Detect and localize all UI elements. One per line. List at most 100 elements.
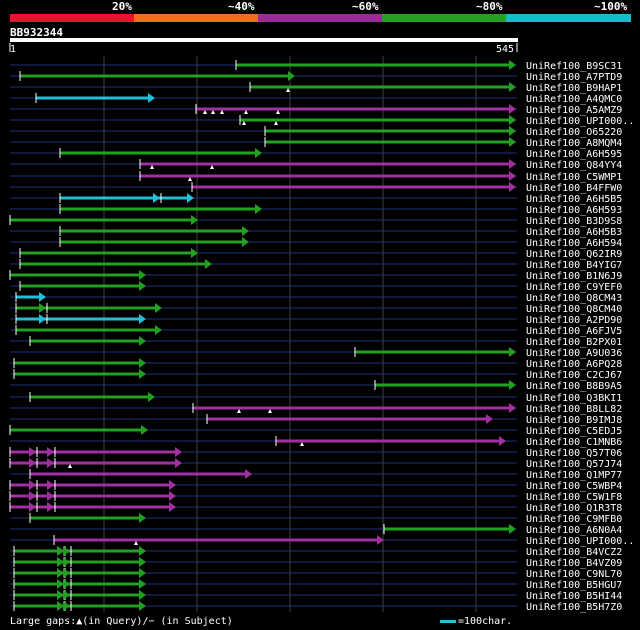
hit-label-1[interactable]: UniRef100_B9SC31 [526, 61, 622, 72]
hit-label-20[interactable]: UniRef100_B1N6J9 [526, 271, 622, 282]
hit-arrow-31 [148, 392, 155, 402]
hit-label-41[interactable]: UniRef100_Q1R3T8 [526, 503, 622, 514]
gap-marker-32-2 [268, 409, 272, 413]
hit-label-40[interactable]: UniRef100_C5W1F8 [526, 492, 622, 503]
hit-seg-arrow-37-1 [29, 458, 36, 468]
gap-marker-5-2 [211, 110, 215, 114]
gap-marker-3-1 [286, 88, 290, 92]
hit-arrow-32 [509, 403, 516, 413]
hit-label-32[interactable]: UniRef100_B8LL82 [526, 404, 622, 415]
hit-seg-arrow-39-2 [47, 480, 54, 490]
hit-arrow-41 [169, 502, 176, 512]
query-end: 545 [496, 44, 515, 55]
hit-label-31[interactable]: UniRef100_Q3BKI1 [526, 393, 622, 404]
hit-label-8[interactable]: UniRef100_A8MQM4 [526, 138, 622, 149]
hit-arrow-43 [509, 524, 516, 534]
hit-arrow-29 [139, 369, 146, 379]
hit-arrow-22 [39, 292, 46, 302]
hit-label-2[interactable]: UniRef100_A7PTD9 [526, 72, 622, 83]
hit-label-29[interactable]: UniRef100_C2CJ67 [526, 370, 622, 381]
hit-seg-arrow-40-2 [47, 491, 54, 501]
hit-label-42[interactable]: UniRef100_C9MFB0 [526, 514, 622, 525]
hit-label-15[interactable]: UniRef100_B3D9S8 [526, 216, 622, 227]
hit-label-4[interactable]: UniRef100_A4QMC0 [526, 94, 622, 105]
hit-label-37[interactable]: UniRef100_Q57J74 [526, 459, 622, 470]
scale-legend: =100char. [440, 616, 512, 627]
hit-label-12[interactable]: UniRef100_B4FFW0 [526, 183, 622, 194]
hit-label-30[interactable]: UniRef100_B8B9A5 [526, 381, 622, 392]
hit-label-45[interactable]: UniRef100_B4VCZ2 [526, 547, 622, 558]
hit-label-47[interactable]: UniRef100_C9NL70 [526, 569, 622, 580]
hit-label-11[interactable]: UniRef100_C5WMP1 [526, 172, 622, 183]
legend-label-80: ~80% [476, 0, 503, 13]
scale-bar [440, 619, 456, 623]
hit-seg-arrow-49-1 [57, 590, 64, 600]
query-start: 1 [10, 44, 17, 55]
hit-label-19[interactable]: UniRef100_B4YIG7 [526, 260, 622, 271]
hit-label-49[interactable]: UniRef100_B5HI44 [526, 591, 622, 602]
hit-label-50[interactable]: UniRef100_B5H7Z0 [526, 602, 622, 613]
hit-arrow-36 [175, 447, 182, 457]
hit-arrow-12 [509, 182, 516, 192]
hit-label-13[interactable]: UniRef100_A6H5B5 [526, 194, 622, 205]
hit-label-22[interactable]: UniRef100_Q8CM43 [526, 293, 622, 304]
hit-arrow-47 [139, 568, 146, 578]
hit-label-46[interactable]: UniRef100_B4VZ09 [526, 558, 622, 569]
gap-marker-44-1 [134, 541, 138, 545]
hit-label-5[interactable]: UniRef100_A5AMZ9 [526, 105, 622, 116]
hit-seg-arrow-41-2 [47, 502, 54, 512]
hit-arrow-34 [141, 425, 148, 435]
hit-label-43[interactable]: UniRef100_A6N0A4 [526, 525, 622, 536]
hit-arrow-25 [155, 325, 162, 335]
hit-arrow-3 [509, 82, 516, 92]
hit-label-44[interactable]: UniRef100_UPI000.. [526, 536, 634, 547]
identity-legend-bar [10, 14, 631, 22]
hit-label-48[interactable]: UniRef100_B5HGU7 [526, 580, 622, 591]
hit-label-26[interactable]: UniRef100_B2PX01 [526, 337, 622, 348]
hit-arrow-21 [139, 281, 146, 291]
hit-label-25[interactable]: UniRef100_A6FJV5 [526, 326, 622, 337]
hit-arrow-11 [509, 171, 516, 181]
hit-label-9[interactable]: UniRef100_A6H595 [526, 149, 622, 160]
hit-arrow-50 [139, 601, 146, 611]
hit-arrow-26 [139, 336, 146, 346]
hit-label-10[interactable]: UniRef100_Q84YY4 [526, 160, 622, 171]
gap-marker-6-2 [274, 121, 278, 125]
hit-arrow-23 [155, 303, 162, 313]
hit-label-33[interactable]: UniRef100_B9IMJ8 [526, 415, 622, 426]
legend-segment-5 [506, 14, 631, 22]
hit-label-27[interactable]: UniRef100_A9U036 [526, 348, 622, 359]
hit-label-21[interactable]: UniRef100_C9YEF0 [526, 282, 622, 293]
hit-label-36[interactable]: UniRef100_Q57T06 [526, 448, 622, 459]
hit-label-3[interactable]: UniRef100_B9HAP1 [526, 83, 622, 94]
hit-seg-arrow-36-1 [29, 447, 36, 457]
hit-label-24[interactable]: UniRef100_A2PD90 [526, 315, 622, 326]
gap-marker-35-1 [300, 442, 304, 446]
hit-seg-arrow-23-1 [39, 303, 46, 313]
hit-label-34[interactable]: UniRef100_C5EDJ5 [526, 426, 622, 437]
hit-label-17[interactable]: UniRef100_A6H594 [526, 238, 622, 249]
hit-arrow-5 [509, 104, 516, 114]
hit-seg-arrow-50-2 [63, 601, 70, 611]
hit-label-6[interactable]: UniRef100_UPI000.. [526, 116, 634, 127]
hit-label-7[interactable]: UniRef100_O65220 [526, 127, 622, 138]
hit-label-28[interactable]: UniRef100_A6PQ28 [526, 359, 622, 370]
gap-marker-11-1 [188, 177, 192, 181]
hit-label-39[interactable]: UniRef100_C5WBP4 [526, 481, 622, 492]
hit-arrow-30 [509, 380, 516, 390]
legend-label-100: ~100% [594, 0, 628, 13]
hit-arrow-27 [509, 347, 516, 357]
hit-seg-arrow-46-1 [57, 557, 64, 567]
hit-label-38[interactable]: UniRef100_Q1MP77 [526, 470, 622, 481]
hit-arrow-33 [486, 414, 493, 424]
hit-label-35[interactable]: UniRef100_C1MNB6 [526, 437, 622, 448]
hit-label-14[interactable]: UniRef100_A6H593 [526, 205, 622, 216]
hit-seg-arrow-40-1 [29, 491, 36, 501]
hit-label-23[interactable]: UniRef100_Q8CM40 [526, 304, 622, 315]
hit-seg-arrow-48-2 [63, 579, 70, 589]
hit-label-16[interactable]: UniRef100_A6H5B3 [526, 227, 622, 238]
hit-label-18[interactable]: UniRef100_Q62IR9 [526, 249, 622, 260]
hit-arrow-8 [509, 137, 516, 147]
hit-arrow-6 [509, 115, 516, 125]
legend-label-20: 20% [112, 0, 132, 13]
